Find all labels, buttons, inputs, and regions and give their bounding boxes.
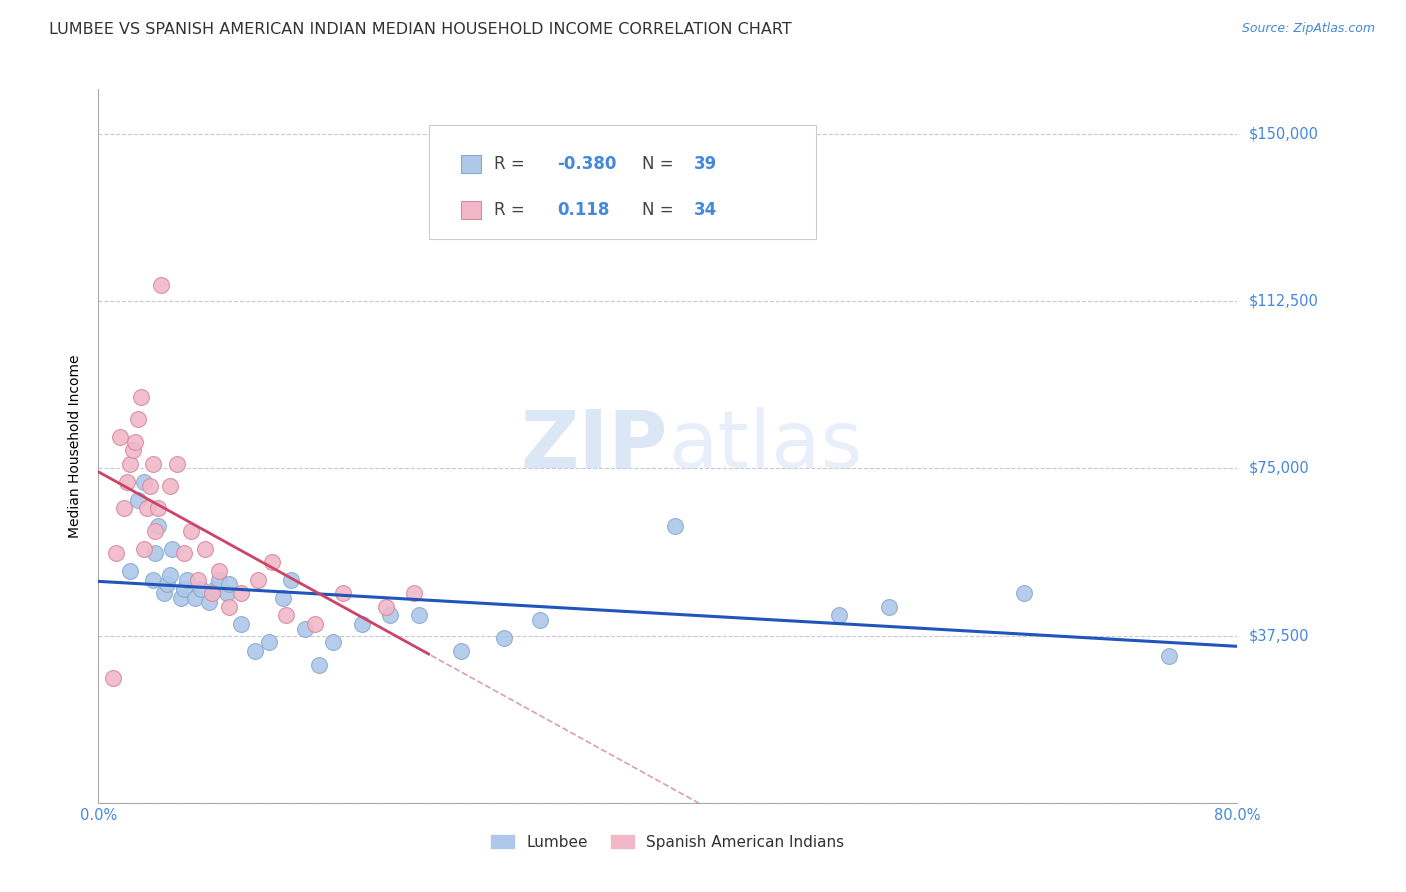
Point: [118, 457, 141, 471]
Point: [208, 573, 231, 587]
Point: [187, 573, 209, 587]
Point: [159, 568, 181, 582]
Point: [121, 443, 143, 458]
Point: [173, 582, 195, 596]
Point: [176, 573, 198, 587]
Point: [132, 541, 155, 556]
Point: [404, 586, 426, 600]
Point: [135, 501, 157, 516]
Point: [494, 631, 516, 645]
Point: [332, 586, 354, 600]
Point: [148, 501, 170, 516]
Point: [262, 555, 284, 569]
Point: [101, 671, 124, 685]
Point: [170, 591, 193, 605]
Point: [138, 479, 160, 493]
Point: [304, 617, 326, 632]
Point: [184, 591, 207, 605]
Point: [104, 546, 127, 560]
Point: [124, 434, 146, 449]
Text: R =: R =: [494, 201, 530, 219]
Point: [828, 608, 851, 623]
Point: [153, 586, 176, 600]
Text: 34: 34: [693, 201, 717, 219]
Text: $150,000: $150,000: [1249, 127, 1319, 141]
Point: [173, 546, 195, 560]
Point: [141, 457, 163, 471]
Text: N =: N =: [643, 201, 679, 219]
Point: [208, 564, 231, 578]
Point: [115, 475, 138, 489]
Point: [246, 573, 269, 587]
Point: [150, 278, 173, 293]
Legend: Lumbee, Spanish American Indians: Lumbee, Spanish American Indians: [485, 829, 851, 855]
Point: [664, 519, 686, 533]
Text: -0.380: -0.380: [557, 155, 616, 173]
Point: [450, 644, 472, 658]
Point: [350, 617, 373, 632]
Point: [159, 479, 181, 493]
Text: LUMBEE VS SPANISH AMERICAN INDIAN MEDIAN HOUSEHOLD INCOME CORRELATION CHART: LUMBEE VS SPANISH AMERICAN INDIAN MEDIAN…: [49, 22, 792, 37]
Point: [529, 613, 551, 627]
Point: [218, 599, 240, 614]
Point: [408, 608, 430, 623]
Point: [198, 595, 221, 609]
Point: [322, 635, 344, 649]
Text: R =: R =: [494, 155, 530, 173]
Point: [148, 519, 170, 533]
Point: [145, 546, 167, 560]
Point: [201, 586, 224, 600]
Point: [127, 412, 149, 426]
Point: [145, 524, 167, 538]
Text: $37,500: $37,500: [1249, 628, 1309, 643]
Text: 0.118: 0.118: [557, 201, 609, 219]
Point: [129, 390, 152, 404]
Text: $75,000: $75,000: [1249, 461, 1309, 475]
Point: [218, 577, 240, 591]
Text: $112,500: $112,500: [1249, 293, 1319, 309]
Text: ZIP: ZIP: [520, 407, 668, 485]
Bar: [461, 201, 481, 219]
Point: [112, 501, 135, 516]
Point: [180, 524, 202, 538]
Text: 39: 39: [693, 155, 717, 173]
Point: [190, 582, 212, 596]
Point: [132, 475, 155, 489]
Point: [276, 608, 298, 623]
Point: [1012, 586, 1035, 600]
Point: [294, 622, 316, 636]
Point: [204, 582, 226, 596]
Text: Source: ZipAtlas.com: Source: ZipAtlas.com: [1241, 22, 1375, 36]
Point: [273, 591, 295, 605]
Point: [166, 457, 188, 471]
Point: [215, 586, 238, 600]
Y-axis label: Median Household Income: Median Household Income: [69, 354, 83, 538]
Point: [141, 573, 163, 587]
Point: [243, 644, 266, 658]
Point: [194, 541, 217, 556]
Point: [127, 492, 149, 507]
Point: [380, 608, 402, 623]
Point: [229, 586, 252, 600]
Point: [308, 657, 330, 672]
FancyBboxPatch shape: [429, 125, 815, 239]
Point: [280, 573, 302, 587]
Text: N =: N =: [643, 155, 679, 173]
Point: [375, 599, 398, 614]
Point: [259, 635, 281, 649]
Point: [162, 541, 184, 556]
Point: [877, 599, 900, 614]
Text: atlas: atlas: [668, 407, 862, 485]
Point: [1157, 648, 1180, 663]
Point: [108, 430, 131, 444]
Bar: [461, 155, 481, 173]
Point: [156, 577, 179, 591]
Point: [118, 564, 141, 578]
Point: [229, 617, 252, 632]
